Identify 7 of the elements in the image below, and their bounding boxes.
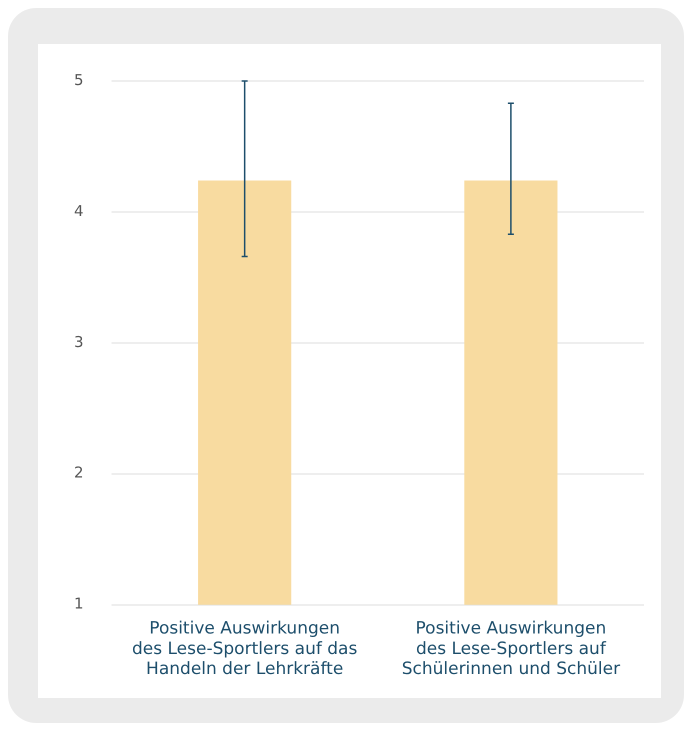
y-tick-label: 3 [74, 332, 84, 351]
y-tick-label: 5 [74, 70, 84, 89]
y-tick-label: 4 [74, 202, 84, 220]
y-tick-label: 1 [74, 594, 84, 613]
x-tick-label: Positive Auswirkungen des Lese-Sportlers auf das Handeln der Lehrkräfte [132, 618, 358, 680]
x-tick-label: Positive Auswirkungen des Lese-Sportlers auf Schülerinnen und Schüler [402, 618, 620, 680]
y-tick-label: 2 [74, 464, 84, 482]
